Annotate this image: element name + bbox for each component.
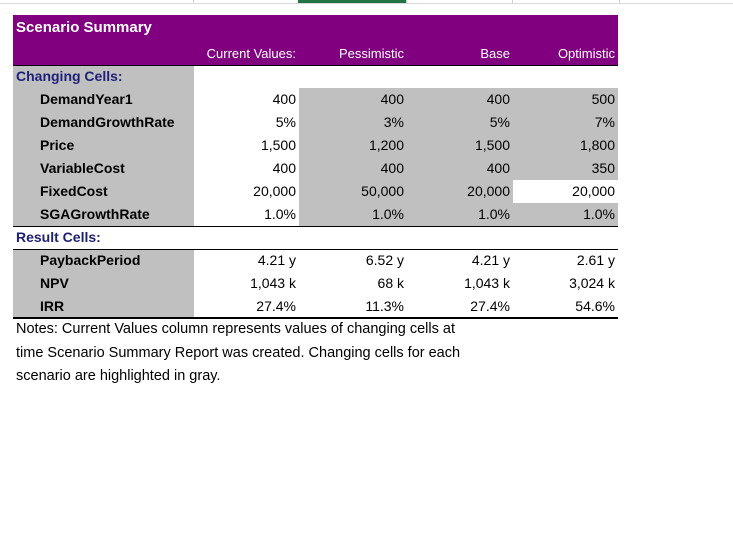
changing-row-value-cell[interactable]: 350 [513, 157, 618, 180]
changing-row-value-cell[interactable]: 7% [513, 111, 618, 134]
column-divider [512, 0, 513, 3]
section-divider [13, 249, 618, 250]
section-label-changing-cells[interactable]: Changing Cells: [13, 65, 194, 88]
section-label-result-cells[interactable]: Result Cells: [13, 226, 194, 249]
result-row-value-cell[interactable]: 4.21 y [194, 249, 299, 272]
result-row-value-cell[interactable]: 27.4% [194, 295, 299, 318]
header-blank-cell[interactable] [13, 43, 194, 65]
notes-block[interactable]: Notes: Current Values column represents … [16, 318, 516, 389]
result-row-value-cell[interactable]: 6.52 y [299, 249, 407, 272]
scenario-summary-title[interactable]: Scenario Summary [13, 15, 618, 43]
changing-row-value-cell[interactable]: 1.0% [513, 203, 618, 226]
changing-row-label[interactable]: DemandGrowthRate [13, 111, 194, 134]
result-row-value-cell[interactable]: 2.61 y [513, 249, 618, 272]
changing-row-label[interactable]: Price [13, 134, 194, 157]
changing-row-value-cell[interactable]: 20,000 [513, 180, 618, 203]
changing-row-value-cell[interactable]: 1.0% [194, 203, 299, 226]
section-divider [13, 226, 618, 227]
changing-row-value-cell[interactable]: 400 [194, 88, 299, 111]
header-divider [13, 65, 618, 66]
result-row-value-cell[interactable]: 4.21 y [407, 249, 513, 272]
changing-row-value-cell[interactable]: 50,000 [299, 180, 407, 203]
changing-row-value-cell[interactable]: 1.0% [407, 203, 513, 226]
notes-line: time Scenario Summary Report was created… [16, 344, 461, 361]
changing-row-value-cell[interactable]: 1.0% [299, 203, 407, 226]
selected-column-indicator [298, 0, 406, 3]
result-row-value-cell[interactable]: 3,024 k [513, 272, 618, 295]
changing-row-label[interactable]: FixedCost [13, 180, 194, 203]
result-row-value-cell[interactable]: 1,043 k [407, 272, 513, 295]
changing-row-value-cell[interactable]: 400 [407, 157, 513, 180]
title-text: Scenario Summary [16, 19, 152, 36]
column-header-base[interactable]: Base [407, 43, 513, 65]
changing-row-value-cell[interactable]: 3% [299, 111, 407, 134]
changing-row-value-cell[interactable]: 500 [513, 88, 618, 111]
changing-row-value-cell[interactable]: 5% [194, 111, 299, 134]
table-bottom-rule [13, 317, 618, 319]
column-header-optimistic[interactable]: Optimistic [513, 43, 618, 65]
changing-row-value-cell[interactable]: 1,500 [407, 134, 513, 157]
changing-row-label[interactable]: SGAGrowthRate [13, 203, 194, 226]
changing-row-label[interactable]: DemandYear1 [13, 88, 194, 111]
changing-row-value-cell[interactable]: 400 [407, 88, 513, 111]
column-divider [619, 0, 620, 3]
result-row-value-cell[interactable]: 1,043 k [194, 272, 299, 295]
sheet-gridline [0, 0, 733, 4]
column-header-current[interactable]: Current Values: [194, 43, 299, 65]
changing-row-value-cell[interactable]: 1,200 [299, 134, 407, 157]
changing-row-label[interactable]: VariableCost [13, 157, 194, 180]
changing-row-value-cell[interactable]: 1,500 [194, 134, 299, 157]
result-row-label[interactable]: PaybackPeriod [13, 249, 194, 272]
changing-row-value-cell[interactable]: 400 [194, 157, 299, 180]
changing-row-value-cell[interactable]: 1,800 [513, 134, 618, 157]
changing-row-value-cell[interactable]: 20,000 [194, 180, 299, 203]
column-divider [406, 0, 407, 3]
result-row-value-cell[interactable]: 27.4% [407, 295, 513, 318]
notes-line: scenario are highlighted in gray. [16, 368, 221, 384]
result-row-value-cell[interactable]: 54.6% [513, 295, 618, 318]
changing-row-value-cell[interactable]: 400 [299, 88, 407, 111]
changing-row-value-cell[interactable]: 20,000 [407, 180, 513, 203]
changing-row-value-cell[interactable]: 400 [299, 157, 407, 180]
notes-line: Notes: Current Values column represents … [16, 321, 455, 337]
result-row-label[interactable]: IRR [13, 295, 194, 318]
result-row-value-cell[interactable]: 11.3% [299, 295, 407, 318]
result-row-value-cell[interactable]: 68 k [299, 272, 407, 295]
changing-row-value-cell[interactable]: 5% [407, 111, 513, 134]
result-row-label[interactable]: NPV [13, 272, 194, 295]
column-header-pessimistic[interactable]: Pessimistic [299, 43, 407, 65]
column-divider [193, 0, 194, 3]
